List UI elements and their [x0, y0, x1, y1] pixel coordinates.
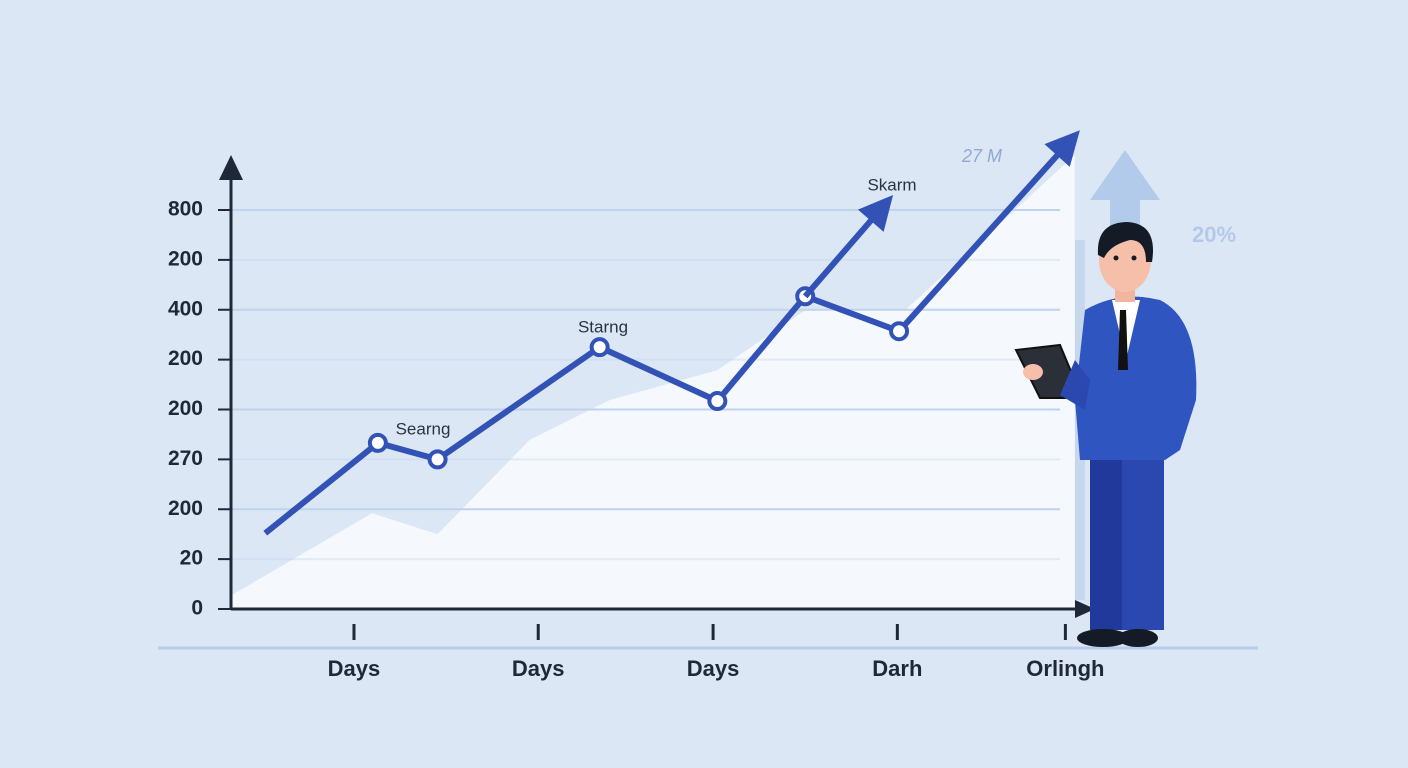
- line: [802, 213, 878, 299]
- arrow-head: [857, 195, 894, 232]
- point: [427, 449, 448, 470]
- line-layer: [263, 130, 1080, 536]
- annotation: Searng: [396, 419, 451, 438]
- y-tick-label: 200: [168, 497, 203, 520]
- x-tick-label: Days: [687, 656, 740, 681]
- y-tick-label: 800: [168, 198, 203, 221]
- point: [707, 391, 728, 412]
- jacket: [1075, 296, 1197, 460]
- y-tick-label: 270: [168, 447, 203, 470]
- x-tick-label: Days: [512, 656, 565, 681]
- shoe: [1118, 629, 1158, 647]
- point: [889, 321, 910, 342]
- arrow-head: [1044, 130, 1080, 167]
- x-tick-label: Days: [328, 656, 381, 681]
- x-tick-label: Darh: [872, 656, 922, 681]
- y-tick-label: 200: [168, 397, 203, 420]
- x-tick-label: Orlingh: [1026, 656, 1104, 681]
- eye: [1113, 255, 1119, 261]
- annotation: Starng: [578, 317, 628, 336]
- y-tick-label: 400: [168, 297, 203, 320]
- eye: [1131, 255, 1137, 261]
- annotation: 27 M: [961, 146, 1002, 166]
- area-layer: [232, 155, 1075, 609]
- annotation: 20%: [1192, 222, 1236, 247]
- line: [263, 148, 1064, 536]
- hair: [1097, 222, 1153, 262]
- shoe: [1077, 629, 1129, 647]
- person: [1014, 222, 1197, 647]
- y-tick-label: 200: [168, 347, 203, 370]
- tie: [1118, 310, 1128, 370]
- leg: [1122, 450, 1164, 630]
- point: [367, 432, 388, 453]
- arm: [1060, 360, 1090, 410]
- y-tick-label: 20: [180, 547, 203, 570]
- point: [589, 337, 610, 358]
- up-arrow: [1090, 150, 1160, 240]
- hand: [1023, 364, 1043, 380]
- grid-layer: [232, 209, 1060, 561]
- area: [232, 155, 1075, 609]
- annotation: Skarm: [867, 175, 916, 194]
- y-tick-label: 0: [191, 597, 203, 620]
- x-axis-arrow: [1075, 600, 1095, 618]
- y-axis-arrow: [219, 155, 243, 180]
- y-tick-label: 200: [168, 247, 203, 270]
